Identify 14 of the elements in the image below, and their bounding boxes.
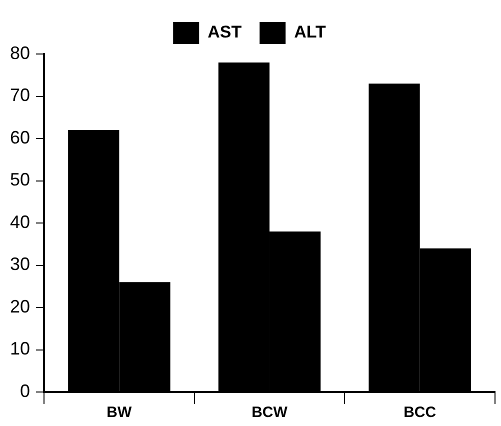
x-tick-label: BCW <box>252 404 288 422</box>
y-tick-label: 70 <box>10 85 30 106</box>
y-tick-label: 0 <box>20 380 30 401</box>
y-tick-label: 60 <box>10 127 30 148</box>
y-tick-label: 20 <box>10 296 30 316</box>
y-tick-label: 80 <box>10 42 30 63</box>
y-tick-label: 40 <box>10 212 30 232</box>
legend-label: AST <box>208 22 242 42</box>
y-tick-label: 30 <box>10 254 30 274</box>
x-tick-label: BCC <box>404 404 436 422</box>
y-tick-label: 50 <box>10 170 30 190</box>
legend-label: ALT <box>294 22 327 42</box>
x-tick-label: BW <box>106 404 133 422</box>
y-tick-label: 10 <box>10 338 30 359</box>
